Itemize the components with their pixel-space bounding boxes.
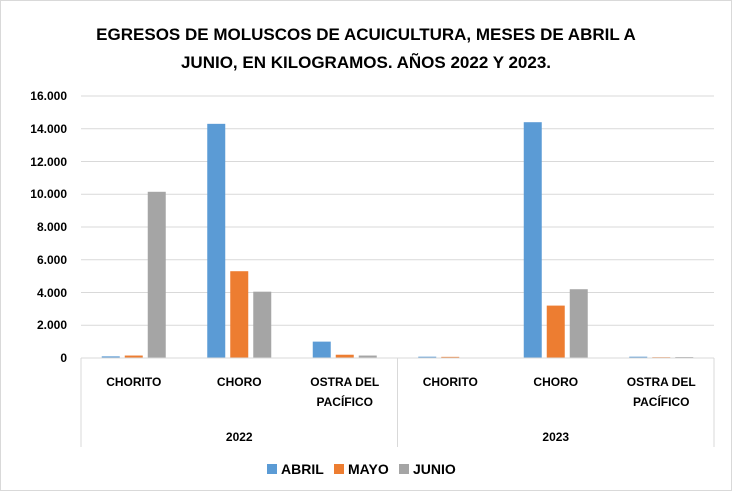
group-label: 2022 bbox=[225, 430, 253, 444]
legend-swatch bbox=[399, 464, 409, 474]
x-tick-label: CHORO bbox=[533, 375, 579, 389]
y-tick-label: 10.000 bbox=[30, 187, 67, 202]
bar bbox=[101, 356, 120, 358]
bar bbox=[124, 355, 143, 358]
bar bbox=[569, 289, 588, 358]
bar bbox=[230, 271, 249, 358]
x-tick-label: OSTRA DEL PACÍFICO bbox=[310, 375, 380, 409]
x-tick-label: OSTRA DEL PACÍFICO bbox=[626, 375, 696, 409]
bar bbox=[418, 356, 437, 358]
y-tick-label: 8.000 bbox=[36, 220, 67, 234]
y-tick-label: 14.000 bbox=[30, 121, 67, 136]
bar bbox=[253, 291, 272, 358]
legend-label: MAYO bbox=[348, 461, 389, 477]
y-tick-label: 6.000 bbox=[36, 252, 67, 267]
x-tick-label: CHORITO bbox=[106, 375, 162, 389]
legend-label: ABRIL bbox=[281, 461, 324, 477]
y-tick-label: 2.000 bbox=[36, 318, 67, 333]
y-tick-label: 0 bbox=[60, 351, 67, 365]
bar bbox=[629, 356, 648, 358]
bar bbox=[523, 122, 542, 358]
legend-swatch bbox=[267, 464, 277, 474]
y-tick-label: 16.000 bbox=[30, 89, 67, 103]
bar bbox=[207, 123, 226, 359]
bar bbox=[335, 354, 354, 358]
legend-label: JUNIO bbox=[413, 461, 456, 477]
bar bbox=[441, 356, 460, 358]
bar bbox=[147, 191, 166, 358]
bar bbox=[312, 341, 331, 358]
bar bbox=[546, 305, 565, 358]
y-tick-label: 12.000 bbox=[30, 154, 67, 169]
x-tick-label: CHORO bbox=[216, 375, 262, 389]
bar bbox=[358, 355, 377, 358]
x-tick-label: CHORITO bbox=[422, 375, 478, 389]
legend-swatch bbox=[334, 464, 344, 474]
y-tick-label: 4.000 bbox=[36, 285, 67, 300]
chart-title: EGRESOS DE MOLUSCOS DE ACUICULTURA, MESE… bbox=[96, 25, 636, 72]
group-label: 2023 bbox=[542, 430, 570, 444]
